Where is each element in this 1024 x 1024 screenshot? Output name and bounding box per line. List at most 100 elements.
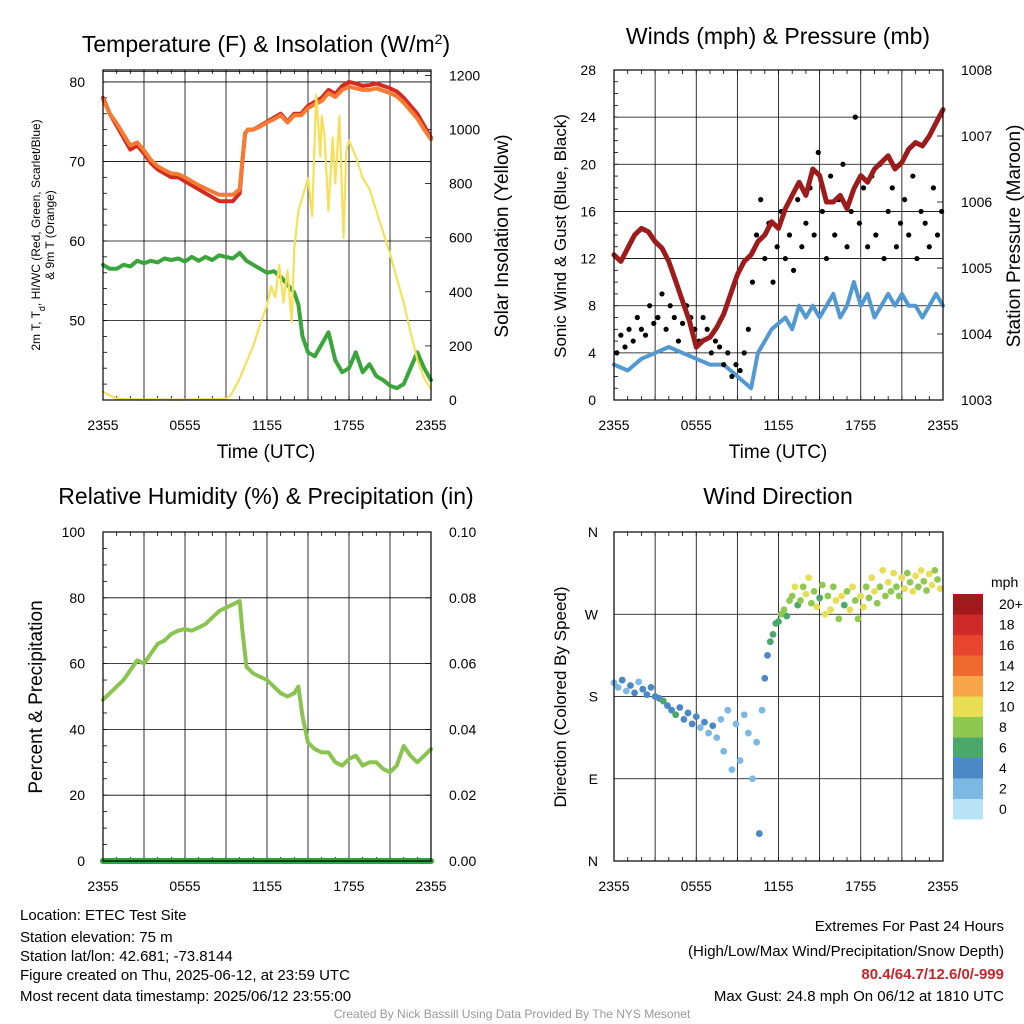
plot-frame (613, 69, 944, 401)
rh-ylabel: Percent & Precipitation (26, 600, 47, 793)
gust-point (889, 185, 895, 191)
gust-point (651, 320, 657, 326)
temp-title: Temperature (F) & Insolation (W/m2) (82, 31, 450, 57)
y-right-tick-label: 200 (449, 338, 473, 354)
wind-dir-point (871, 588, 878, 595)
wind-dir-point (664, 702, 671, 710)
legend-label: 0 (999, 801, 1007, 817)
gust-point (865, 244, 871, 250)
y-right-tick-label: 1005 (961, 260, 992, 276)
gust-point (848, 208, 854, 215)
gust-point (708, 350, 714, 356)
temp-ylabel-right: Solar Insolation (Yellow) (492, 134, 513, 337)
wind-dir-point (647, 683, 655, 691)
x-tick-label: 1155 (763, 417, 793, 433)
wind-dir-point (758, 706, 766, 714)
x-tick-label: 2355 (87, 878, 118, 894)
wind-dir-point (753, 738, 760, 746)
y-tick-label: 20 (580, 156, 596, 172)
wind-dir-point (799, 583, 807, 591)
gust-point (799, 244, 805, 250)
wind-dir-point (832, 597, 840, 604)
series-pressure (611, 107, 946, 350)
recent-timestamp: Most recent data timestamp: 2025/06/12 2… (20, 988, 352, 1005)
temperature-panel: Temperature (F) & Insolation (W/m2) Time… (29, 31, 513, 463)
wind-dir-point (835, 615, 843, 623)
wind-dir-point (797, 597, 804, 604)
wind-dir-point (857, 592, 865, 600)
gust-point (786, 232, 793, 238)
wind-dir-point (917, 566, 925, 574)
wind-dir-point (895, 592, 903, 600)
wind-dir-point (692, 713, 700, 721)
gust-point (712, 338, 719, 344)
y-right-tick-label: 0 (449, 392, 457, 408)
gust-point (795, 197, 801, 203)
y-right-tick-label: 1000 (449, 122, 480, 138)
wind-dir-point (761, 674, 769, 682)
series-sonic-wind (612, 280, 945, 391)
gust-point (753, 232, 760, 238)
y-tick-label: 8 (588, 298, 596, 314)
gust-point (700, 314, 706, 321)
legend-swatch (953, 717, 983, 738)
gust-point (840, 161, 846, 167)
rh-plot-area: 2355 0555 1155 1755 23550204060801000.000.02… (62, 524, 477, 894)
wind-dir-point (783, 612, 791, 620)
y-tick-label: 12 (580, 251, 596, 267)
y-right-tick-label: 800 (449, 176, 473, 192)
x-tick-label: 2355 (598, 417, 629, 433)
y-right-tick-label: 0.10 (449, 524, 476, 540)
gust-point (762, 255, 768, 262)
legend-swatch (953, 594, 983, 615)
y-right-tick-label: 1200 (449, 67, 480, 83)
wind-dir-point (766, 638, 774, 646)
wind-dir-point (813, 603, 821, 611)
legend-title: mph (991, 574, 1018, 590)
x-tick-label: 2355 (87, 417, 118, 433)
legend-label: 16 (999, 637, 1015, 653)
plot-frame (613, 531, 944, 862)
wind-dir-point (805, 574, 813, 582)
y-right-tick-label: 600 (449, 230, 473, 246)
wind-dir-point (843, 588, 851, 595)
y-right-tick-label: 400 (449, 284, 473, 300)
x-tick-label: 1755 (845, 878, 876, 894)
wind-direction-panel: Wind Direction Direction (Colored By Spe… (551, 483, 1023, 894)
legend-label: 10 (999, 699, 1015, 715)
y-right-tick-label: 0.08 (449, 590, 476, 606)
y-tick-label: 16 (580, 203, 596, 219)
gust-point (910, 173, 916, 179)
x-tick-label: 1755 (845, 417, 876, 433)
wind-dir-point (808, 599, 815, 607)
wind-dir-point (868, 574, 876, 582)
gust-point (934, 232, 941, 238)
wdir-title: Wind Direction (703, 483, 853, 509)
rh-title: Relative Humidity (%) & Precipitation (i… (58, 483, 473, 509)
wind-dir-point (614, 683, 622, 691)
gust-point (873, 232, 879, 238)
x-tick-label: 1155 (252, 417, 282, 433)
x-tick-label: 2355 (927, 417, 958, 433)
y-tick-label: N (588, 853, 598, 869)
credit-line: Created By Nick Bassill Using Data Provi… (333, 1007, 691, 1021)
gust-point (679, 320, 686, 326)
gust-point (881, 255, 887, 262)
wind-dir-point (818, 581, 826, 589)
wind-dir-point (931, 566, 939, 574)
wind-dir-point (755, 830, 763, 837)
gust-point (622, 344, 628, 350)
gust-point (860, 185, 867, 191)
wind-dir-point (659, 697, 667, 705)
y-right-tick-label: 0.06 (449, 656, 476, 672)
gust-point (749, 279, 756, 285)
legend-swatch (953, 758, 983, 779)
wind-dir-point (887, 588, 895, 595)
wind-dir-point (802, 590, 810, 598)
gust-point (655, 314, 661, 321)
wind-dir-point (696, 724, 704, 731)
wind-dir-point (672, 711, 680, 719)
wind-dir-point (816, 594, 824, 602)
wind-dir-point (838, 592, 845, 600)
